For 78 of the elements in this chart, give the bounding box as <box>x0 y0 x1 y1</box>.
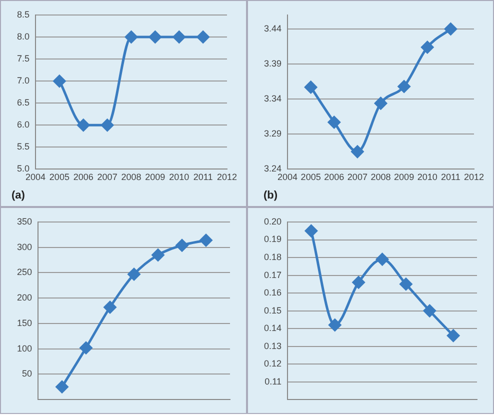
y-tick-label: 5.5 <box>16 142 30 152</box>
y-tick-label: 50 <box>22 368 32 379</box>
x-tick-label: 2012 <box>216 172 238 182</box>
x-tick-label: 2012 <box>464 172 484 182</box>
y-tick-label: 0.11 <box>264 376 282 386</box>
point <box>148 30 162 44</box>
text: (b) <box>264 190 278 202</box>
x-tick-label: 2009 <box>145 172 166 182</box>
point <box>376 253 389 266</box>
point <box>351 145 364 158</box>
y-tick-label: 0.15 <box>264 305 282 316</box>
y-tick-label: 7.5 <box>16 54 30 64</box>
y-tick-label: 150 <box>16 318 32 328</box>
point <box>200 234 212 247</box>
point <box>328 318 342 332</box>
point <box>104 301 116 314</box>
point <box>125 30 138 44</box>
y-tick-label: 3.24 <box>264 164 282 174</box>
y-tick-label: 0.12 <box>264 358 282 369</box>
x-tick-label: 2011 <box>441 172 460 182</box>
point <box>176 239 188 252</box>
y-tick-label: 100 <box>16 343 32 354</box>
y-tick-label: 0.13 <box>264 340 282 351</box>
y-tick-label: 3.34 <box>264 94 282 104</box>
y-tick-label: 250 <box>16 267 32 278</box>
point <box>374 97 388 110</box>
text: (a) <box>12 190 26 202</box>
x-tick-label: 2010 <box>417 172 438 182</box>
point <box>328 116 340 128</box>
x-tick-label: 2006 <box>324 172 344 182</box>
point <box>196 30 210 44</box>
x-tick-label: 2010 <box>169 172 190 182</box>
y-tick-label: 3.29 <box>264 128 282 139</box>
point <box>77 118 90 132</box>
x-tick-label: 2004 <box>25 172 46 182</box>
x-tick-label: 2004 <box>278 172 298 182</box>
point <box>423 304 436 318</box>
point <box>304 80 318 94</box>
y-tick-label: 5.0 <box>16 164 30 174</box>
y-tick-label: 0.19 <box>264 234 282 244</box>
y-tick-label: 3.44 <box>264 24 282 34</box>
x-tick-label: 2007 <box>347 172 368 182</box>
x-tick-label: 2011 <box>193 172 213 182</box>
point <box>80 342 92 354</box>
y-tick-label: 8.5 <box>16 9 30 20</box>
point <box>128 268 140 281</box>
x-tick-label: 2008 <box>370 172 391 182</box>
y-tick-label: 0.20 <box>264 216 282 226</box>
point <box>53 74 66 88</box>
y-tick-label: 3.39 <box>264 58 282 69</box>
x-tick-label: 2007 <box>97 172 118 182</box>
point <box>101 118 114 132</box>
point <box>400 278 412 290</box>
x-tick-label: 2005 <box>300 172 321 182</box>
point <box>172 30 186 44</box>
y-tick-label: 0.16 <box>264 288 282 298</box>
y-tick-label: 0.17 <box>264 270 282 280</box>
point <box>352 276 365 289</box>
y-tick-label: 6.5 <box>16 98 30 108</box>
x-tick-label: 2009 <box>394 172 414 182</box>
x-tick-label: 2008 <box>121 172 142 182</box>
y-tick-label: 0.18 <box>264 252 282 262</box>
point <box>56 380 68 394</box>
y-tick-label: 7.0 <box>16 76 30 86</box>
y-tick-label: 300 <box>16 242 32 252</box>
point <box>447 329 460 342</box>
point <box>304 224 318 238</box>
y-tick-label: 6.0 <box>16 120 30 130</box>
y-tick-label: 8.0 <box>16 32 30 42</box>
y-tick-label: 200 <box>16 292 32 303</box>
x-tick-label: 2005 <box>49 172 70 182</box>
point <box>398 80 410 93</box>
point <box>421 40 434 54</box>
x-tick-label: 2006 <box>73 172 94 182</box>
point <box>152 248 164 262</box>
y-tick-label: 350 <box>16 216 32 226</box>
point <box>444 22 457 36</box>
y-tick-label: 0.14 <box>264 323 282 334</box>
